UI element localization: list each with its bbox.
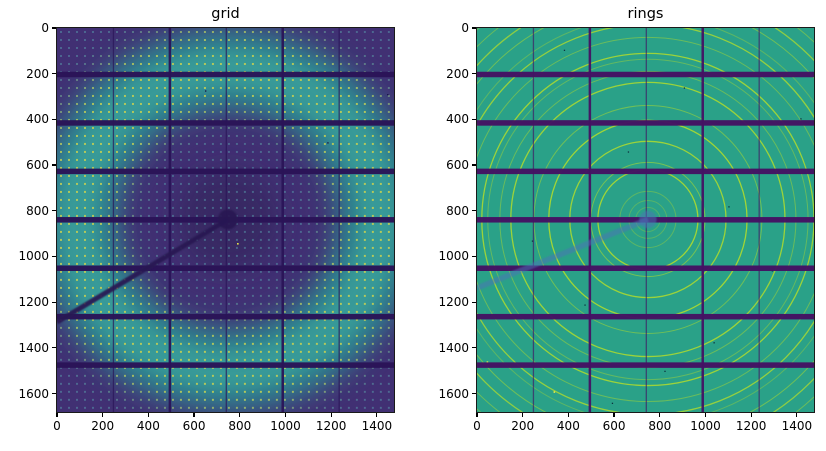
- x-tick-label: 400: [136, 419, 160, 433]
- y-tick: [472, 255, 476, 258]
- y-tick-label: 600: [446, 158, 469, 173]
- x-tick: [193, 413, 195, 417]
- x-tick-label: 400: [556, 419, 580, 433]
- x-tick-label: 1400: [361, 419, 393, 433]
- y-tick: [472, 210, 476, 212]
- x-tick-label: 600: [182, 419, 206, 433]
- y-tick-label: 200: [26, 66, 49, 81]
- y-tick: [52, 255, 56, 258]
- y-tick: [472, 164, 476, 166]
- x-tick-label: 600: [602, 419, 626, 433]
- x-tick: [56, 413, 58, 417]
- y-tick: [52, 210, 56, 212]
- y-tick-label: 1000: [18, 249, 49, 264]
- x-tick-label: 0: [53, 419, 61, 433]
- x-tick-label: 800: [648, 419, 672, 433]
- y-tick-label: 1000: [438, 249, 469, 264]
- x-tick: [147, 413, 149, 417]
- y-tick-label: 400: [26, 112, 49, 127]
- y-tick-label: 1600: [438, 386, 469, 401]
- y-tick: [472, 301, 476, 303]
- y-tick: [472, 118, 476, 120]
- y-tick-label: 800: [446, 203, 469, 218]
- y-tick-label: 800: [26, 203, 49, 218]
- x-tick: [522, 413, 524, 417]
- y-tick-label: 0: [461, 21, 469, 35]
- y-tick-label: 1400: [438, 340, 469, 355]
- x-tick-label: 200: [91, 419, 115, 433]
- y-tick: [52, 27, 56, 29]
- y-tick: [52, 301, 56, 303]
- y-tick: [52, 392, 56, 395]
- x-tick: [796, 413, 798, 417]
- plot-title-rings: rings: [627, 6, 664, 22]
- x-tick: [613, 413, 615, 417]
- x-tick: [659, 413, 661, 417]
- x-tick-label: 0: [473, 419, 481, 433]
- y-tick-label: 0: [41, 21, 49, 35]
- x-tick: [330, 413, 332, 417]
- y-tick: [52, 164, 56, 166]
- axes-grid: grid: [56, 6, 395, 413]
- y-tick: [472, 73, 476, 75]
- y-tick-label: 1200: [18, 295, 49, 310]
- axes-rings: rings: [476, 6, 815, 413]
- y-tick-label: 400: [446, 112, 469, 127]
- x-tick: [239, 413, 241, 417]
- x-tick-label: 800: [228, 419, 252, 433]
- x-tick-label: 200: [511, 419, 535, 433]
- x-tick: [376, 413, 378, 417]
- x-tick: [284, 413, 287, 417]
- y-tick: [472, 347, 476, 349]
- y-tick: [52, 118, 56, 120]
- y-tick-label: 600: [26, 158, 49, 173]
- detector-image-rings: [477, 28, 814, 412]
- plot-title-grid: grid: [211, 6, 240, 22]
- x-tick-label: 1200: [315, 419, 347, 433]
- y-tick: [472, 27, 476, 29]
- x-tick: [750, 413, 752, 417]
- detector-image-grid: [57, 28, 394, 412]
- y-tick-label: 200: [446, 66, 469, 81]
- x-tick-label: 1000: [270, 419, 301, 433]
- x-tick-label: 1200: [735, 419, 767, 433]
- x-tick-label: 1000: [690, 419, 721, 433]
- y-tick-label: 1400: [18, 340, 49, 355]
- y-tick: [52, 73, 56, 75]
- x-tick: [704, 413, 707, 417]
- y-tick: [52, 347, 56, 349]
- x-tick: [102, 413, 104, 417]
- y-tick: [472, 392, 476, 395]
- y-tick-label: 1600: [18, 386, 49, 401]
- y-tick-label: 1200: [438, 295, 469, 310]
- x-tick: [476, 413, 478, 417]
- x-tick: [567, 413, 569, 417]
- x-tick-label: 1400: [781, 419, 813, 433]
